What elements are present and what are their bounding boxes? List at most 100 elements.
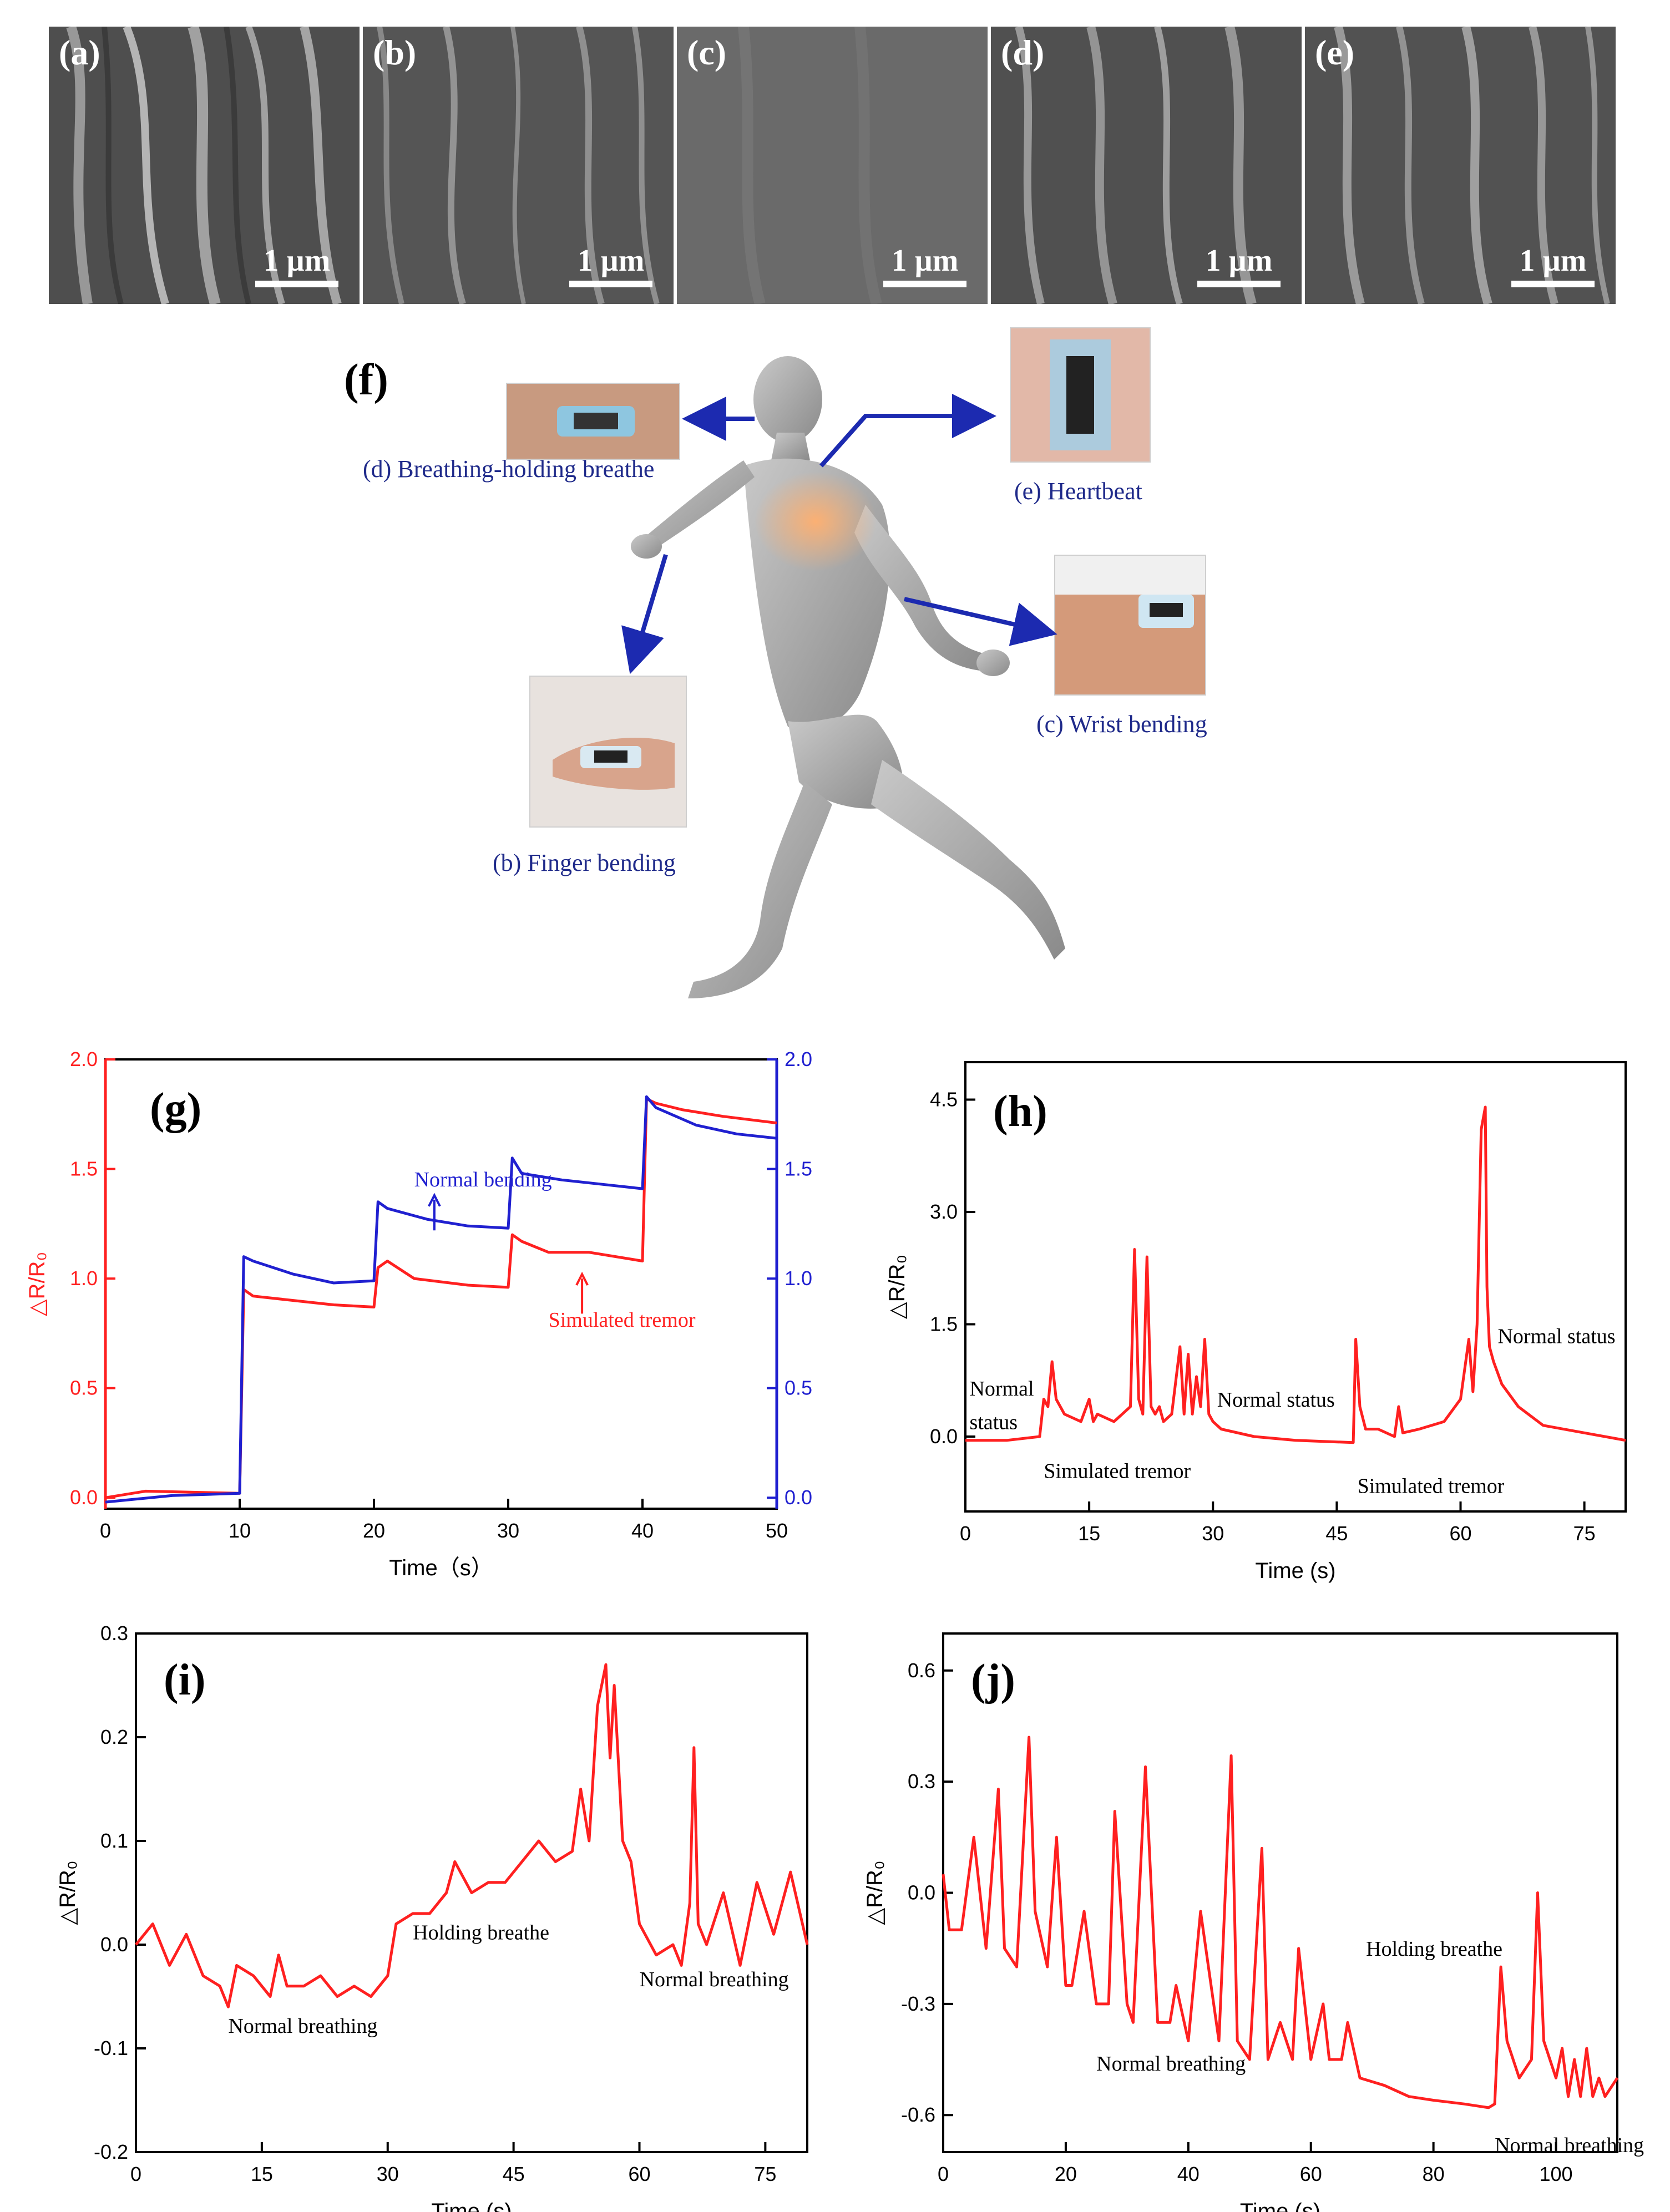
- sem-texture-a: [49, 27, 360, 304]
- photo-chest-sensor: [1010, 327, 1151, 463]
- chart-g-frame: [104, 1058, 778, 1510]
- chart-h-xtick-label-3: 45: [1325, 1522, 1348, 1545]
- chart-h-xtick-label-1: 15: [1078, 1522, 1100, 1545]
- scale-bar-d: 1 µm: [1197, 243, 1281, 287]
- chart-j-ytick-label-2: 0.0: [908, 1881, 935, 1904]
- caption-breathing: (d) Breathing-holding breathe: [363, 455, 655, 483]
- chart-h: 0 15 30 45 60 75 0.0 1.5 3.0 4.5 Time (s) △R/R₀ (h) N…: [838, 1026, 1670, 1606]
- chart-i-svg: 0 15 30 45 60 75 -0.2 -0.1 0.0 0.1 0.2 0.3 Time (s) △…: [55, 1622, 809, 2212]
- chart-j-ytick-label-4: 0.6: [908, 1659, 935, 1682]
- chart-g-series-0: [105, 1097, 777, 1499]
- chart-j-svg: 0 20 40 60 80 100 -0.6 -0.3 0.0 0.3 0.6 Time (s) △R/…: [863, 1632, 1644, 2212]
- chart-i-annotation-0: Normal breathing: [228, 2015, 377, 2038]
- chart-g-ytick-label-3: 1.5: [70, 1158, 98, 1180]
- chart-g-arrowhead-simulated-tremor: [575, 1271, 589, 1286]
- chart-i-xtick-label-5: 75: [754, 2163, 776, 2185]
- chart-h-xtick-label-4: 60: [1449, 1522, 1471, 1545]
- chart-g-annotation-0: Normal bending: [414, 1168, 552, 1191]
- chart-i-panel-label: (i): [164, 1656, 206, 1704]
- chart-j-xtick-label-5: 100: [1540, 2163, 1573, 2185]
- chart-i-xlabel: Time (s): [431, 2199, 512, 2212]
- chart-i-xtick-label-0: 0: [130, 2163, 141, 2185]
- chart-g-arrowhead-normal-bending: [428, 1193, 441, 1207]
- sem-panel-a: (a) 1 µm: [49, 27, 360, 304]
- sem-texture-b: [363, 27, 674, 304]
- chart-h-xtick-label-0: 0: [960, 1522, 971, 1545]
- scale-line-b: [569, 281, 652, 287]
- chart-h-annotation-0: Normal: [969, 1377, 1034, 1401]
- chart-g-svg: 0 10 20 30 40 50 0.0 0.5 1.0 1.5 2.0 0.0 0.5 1.0 1.5 2.…: [25, 1048, 848, 1580]
- chart-h-frame: [964, 1061, 1627, 1513]
- caption-finger: (b) Finger bending: [493, 849, 676, 876]
- chart-g-ytick-label-1: 0.5: [70, 1377, 98, 1399]
- chart-j-ytick-label-3: 0.3: [908, 1770, 935, 1793]
- chart-g-ytick-label-0: 0.0: [70, 1486, 98, 1509]
- chart-g-xtick-label-0: 0: [100, 1519, 111, 1542]
- sem-label-c: (c): [687, 33, 727, 72]
- arrow-heartbeat: [819, 394, 996, 468]
- sem-texture-e: [1305, 27, 1616, 304]
- caption-heartbeat: (e) Heartbeat: [1014, 478, 1142, 505]
- chart-j-xlabel: Time (s): [1240, 2199, 1320, 2212]
- sem-panel-d: (d) 1 µm: [991, 27, 1302, 304]
- chart-g-ytick-label-2: 1.0: [70, 1267, 98, 1290]
- chart-g-xtick-label-1: 10: [229, 1519, 251, 1542]
- arrow-wrist: [904, 597, 1057, 646]
- chart-i: 0 15 30 45 60 75 -0.2 -0.1 0.0 0.1 0.2 0.3 Time (s) △…: [0, 1609, 832, 2212]
- chart-i-ytick-label-4: 0.2: [100, 1726, 128, 1748]
- sem-label-b: (b): [373, 33, 417, 72]
- chart-g-ytick-label-4: 2.0: [70, 1048, 98, 1071]
- chart-j: 0 20 40 60 80 100 -0.6 -0.3 0.0 0.3 0.6 Time (s) △R/…: [838, 1609, 1670, 2212]
- scale-line-c: [883, 281, 966, 287]
- arrow-layer: [621, 394, 1057, 674]
- chart-g-annotation-1: Simulated tremor: [549, 1308, 696, 1332]
- photo-mouth-sensor: [506, 383, 680, 460]
- photo-finger-sensor: [529, 676, 687, 828]
- chart-g-ytick-right-label-4: 2.0: [785, 1048, 812, 1071]
- scale-bar-b: 1 µm: [569, 243, 652, 287]
- chart-h-xtick-label-5: 75: [1573, 1522, 1596, 1545]
- chart-h-annotation-3: Normal status: [1217, 1388, 1335, 1412]
- chart-g-ylabel-right: △R/R₀: [824, 1252, 827, 1316]
- chart-g-xtick-label-2: 20: [363, 1519, 385, 1542]
- chart-g-panel-label: (g): [150, 1084, 201, 1133]
- chart-j-xtick-label-0: 0: [938, 2163, 949, 2185]
- chart-h-ytick-label-3: 4.5: [930, 1088, 958, 1111]
- chart-g-xtick-label-3: 30: [497, 1519, 519, 1542]
- chart-i-ylabel: △R/R₀: [55, 1860, 80, 1925]
- chart-j-annotation-1: Holding breathe: [1366, 1937, 1502, 1961]
- panel-label-f: (f): [344, 356, 388, 404]
- chart-j-ylabel: △R/R₀: [863, 1860, 887, 1925]
- runner-figure: [631, 356, 1065, 998]
- chart-g: 0 10 20 30 40 50 0.0 0.5 1.0 1.5 2.0 0.0 0.5 1.0 1.5 2.…: [0, 1026, 848, 1606]
- chart-h-annotation-5: Normal status: [1497, 1325, 1615, 1348]
- scale-bar-e: 1 µm: [1511, 243, 1595, 287]
- chart-i-xtick-label-2: 30: [377, 2163, 399, 2185]
- chart-h-annotation-4: Simulated tremor: [1358, 1474, 1505, 1498]
- chart-i-ytick-label-5: 0.3: [100, 1622, 128, 1645]
- scale-text-c: 1 µm: [891, 243, 959, 278]
- chart-i-annotation-2: Normal breathing: [640, 1968, 789, 1991]
- scale-text-b: 1 µm: [577, 243, 645, 278]
- sem-panel-b: (b) 1 µm: [363, 27, 674, 304]
- chart-i-ytick-label-3: 0.1: [100, 1829, 128, 1852]
- chart-j-panel-label: (j): [971, 1656, 1015, 1704]
- arrow-finger: [621, 554, 668, 674]
- chart-h-ytick-label-2: 3.0: [930, 1200, 958, 1223]
- sem-texture-c: [677, 27, 988, 304]
- caption-wrist: (c) Wrist bending: [1036, 711, 1207, 738]
- chart-j-xtick-label-2: 40: [1177, 2163, 1200, 2185]
- chart-j-xtick-label-3: 60: [1300, 2163, 1322, 2185]
- chart-h-ylabel: △R/R₀: [885, 1255, 909, 1319]
- scale-bar-c: 1 µm: [883, 243, 966, 287]
- chart-h-annotation-2: Simulated tremor: [1044, 1459, 1191, 1483]
- sem-label-d: (d): [1001, 33, 1045, 72]
- chart-h-svg: 0 15 30 45 60 75 0.0 1.5 3.0 4.5 Time (s) △R/R₀ (h) N…: [885, 1061, 1627, 1583]
- chart-h-annotation-1: status: [969, 1411, 1018, 1434]
- chart-g-xtick-label-5: 50: [766, 1519, 788, 1542]
- chart-g-ylabel: △R/R₀: [25, 1252, 49, 1316]
- chart-j-xtick-label-1: 20: [1055, 2163, 1077, 2185]
- chart-j-ytick-label-1: -0.3: [901, 1992, 935, 2015]
- chart-i-ytick-label-1: -0.1: [94, 2037, 128, 2059]
